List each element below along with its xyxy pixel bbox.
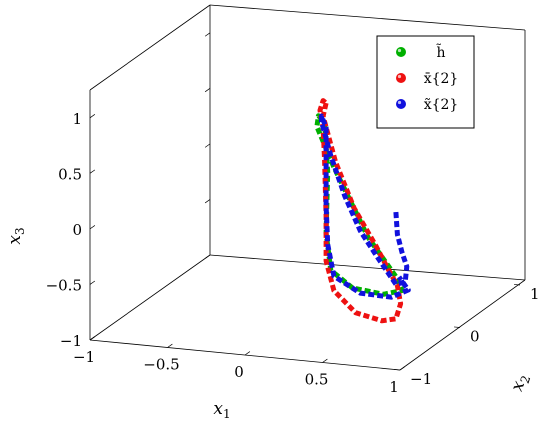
- x1-tick-label-2: 0: [234, 363, 244, 381]
- x1-tick-label-3: 0.5: [305, 371, 329, 389]
- legend-label-0: h̃: [436, 43, 445, 61]
- x1-tick-2: [244, 351, 251, 356]
- floor-edge-left: [89, 254, 211, 341]
- back-planes: [89, 4, 526, 341]
- legend-marker-shine-0: [397, 48, 402, 53]
- legend-marker-shine-2: [397, 100, 402, 105]
- front-edge-x1: [89, 339, 401, 371]
- x3-tick-back-0: [204, 254, 211, 259]
- legend-marker-0: [396, 47, 406, 57]
- x1-tick-label-1: −0.5: [143, 356, 179, 374]
- front-edge-x2: [399, 279, 526, 371]
- x1-tick-1: [167, 343, 173, 348]
- x3-tick-label-2: 0: [72, 221, 82, 239]
- legend-box: [376, 35, 475, 129]
- x1-tick-label-4: 1: [389, 378, 399, 396]
- front-edges: [89, 279, 526, 371]
- top-edge-left: [89, 4, 211, 91]
- x2-axis-label: x2: [507, 371, 533, 394]
- x3-tick-back-2: [204, 143, 211, 148]
- x3-axis-label: x3: [5, 227, 27, 244]
- legend-marker-shine-1: [397, 74, 402, 79]
- x2-tick-label-2: 1: [530, 285, 540, 303]
- x3-tick-left-0: [89, 336, 96, 341]
- x3-tick-back-4: [204, 32, 211, 37]
- x3-tick-back-3: [204, 88, 211, 93]
- x3-tick-left-4: [89, 114, 96, 119]
- tick-labels: −1 −0.5 0 0.5 1 −1 0 1 −1 −0.5 0 0.5 1: [46, 110, 540, 396]
- x3-tick-left-2: [89, 225, 96, 230]
- x2-tick-label-1: 0: [470, 328, 480, 346]
- axis-labels: x1 x2 x3: [5, 227, 533, 421]
- x3-tick-back-1: [204, 199, 211, 204]
- legend-label-1: x̄{2}: [424, 71, 459, 87]
- x3-tick-label-3: 0.5: [58, 165, 82, 183]
- legend-marker-2: [396, 99, 406, 109]
- series-layer: [314, 98, 411, 324]
- top-edge-back: [209, 4, 526, 31]
- legend-label-2: x̃{2}: [424, 97, 459, 113]
- x1-tick-3: [322, 358, 328, 363]
- x2-tick-2: [513, 284, 521, 286]
- x2-tick-label-0: −1: [410, 370, 432, 388]
- series-line-2: [319, 113, 411, 300]
- floor-edge-back: [209, 254, 526, 281]
- x3-tick-left-1: [89, 280, 96, 285]
- x3-tick-label-1: −0.5: [46, 276, 82, 294]
- x1-axis-label: x1: [213, 399, 230, 421]
- x1-tick-label-0: −1: [73, 348, 95, 366]
- x3-tick-label-0: −1: [60, 332, 82, 350]
- x3-tick-left-3: [89, 169, 96, 174]
- legend: h̃ x̄{2} x̃{2}: [376, 35, 475, 129]
- legend-marker-1: [396, 73, 406, 83]
- x3-tick-label-4: 1: [72, 110, 82, 128]
